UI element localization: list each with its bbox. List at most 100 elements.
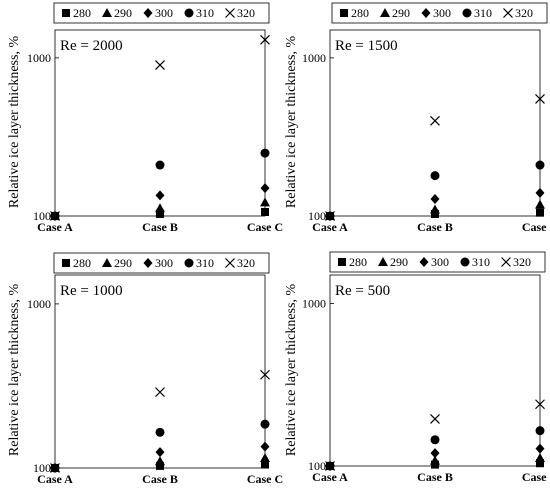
legend-marker-320: [225, 8, 235, 18]
legend-label: 310: [196, 6, 214, 20]
legend-marker-320: [501, 257, 511, 267]
panel-annotation: Re = 500: [335, 283, 390, 299]
plot-area-frame: [329, 29, 541, 217]
legend-marker-290: [380, 8, 390, 17]
data-point-290: [430, 455, 440, 465]
data-point-310: [430, 171, 440, 181]
chart-panel: 100 1000 Case A Case B Case C Relative ice la…: [7, 252, 283, 486]
legend-marker-310: [460, 257, 470, 267]
legend-marker-300: [419, 257, 429, 267]
legend-label: 290: [392, 6, 410, 20]
data-point-300: [260, 441, 270, 452]
legend-label: 300: [433, 6, 451, 20]
legend-marker-320: [225, 258, 235, 268]
data-point-320: [535, 399, 545, 410]
legend-label: 280: [73, 256, 91, 270]
legend-label: 290: [114, 256, 132, 270]
data-point-320: [260, 34, 270, 45]
x-tick-label: Case B: [142, 472, 178, 486]
legend-box: [53, 252, 270, 274]
legend-marker-310: [462, 8, 472, 18]
data-point-310: [535, 160, 545, 170]
legend-label: 280: [351, 6, 369, 20]
data-point-300: [155, 190, 165, 201]
y-axis-label: Relative ice layer thickness, %: [284, 36, 299, 209]
data-point-320: [325, 461, 335, 471]
x-tick-label: Case C: [247, 220, 283, 234]
data-point-290: [155, 456, 165, 466]
x-tick-label: Case B: [417, 470, 453, 484]
data-point-300: [155, 447, 165, 458]
y-tick-label: 1000: [27, 51, 51, 65]
data-point-320: [260, 369, 270, 380]
legend-marker-320: [503, 8, 513, 18]
data-point-290: [535, 453, 545, 463]
x-tick-label: Case A: [37, 472, 73, 486]
legend-label: 320: [237, 256, 255, 270]
data-point-280: [156, 461, 164, 470]
data-point-320: [50, 463, 60, 473]
x-tick-label: Case C: [247, 472, 283, 486]
y-axis-label: Relative ice layer thickness, %: [284, 284, 299, 457]
panel-annotation: Re = 2000: [60, 38, 123, 54]
data-point-310: [430, 435, 440, 445]
legend: 280 290 300 310 320: [331, 2, 548, 24]
data-point-320: [535, 93, 545, 104]
data-point-280: [261, 460, 269, 469]
y-tick-label: 100: [308, 209, 326, 223]
legend: 280 290 300 310 320: [53, 252, 270, 274]
chart-panel: 100 1000 Case A Case B Case C Relative ice la…: [284, 2, 550, 234]
data-point-290: [535, 199, 545, 209]
data-point-280: [536, 459, 544, 468]
data-point-320: [155, 387, 165, 398]
data-point-310: [155, 427, 165, 437]
legend-label: 300: [155, 6, 173, 20]
data-point-290: [260, 453, 270, 463]
y-axis-label: Relative ice layer thickness, %: [7, 284, 22, 457]
x-tick-label: Case B: [417, 220, 453, 234]
y-tick-label: 100: [33, 209, 51, 223]
legend-label: 280: [73, 6, 91, 20]
y-tick-label: 1000: [27, 297, 51, 311]
legend-label: 310: [474, 6, 492, 20]
legend-marker-310: [184, 8, 194, 18]
legend-marker-290: [378, 257, 388, 266]
data-point-310: [260, 148, 270, 158]
x-tick-label: Case C: [522, 470, 550, 484]
data-point-300: [535, 443, 545, 454]
data-point-320: [50, 211, 60, 221]
legend-label: 320: [237, 6, 255, 20]
panel-annotation: Re = 1000: [60, 283, 123, 299]
y-tick-label: 100: [33, 461, 51, 475]
legend-label: 290: [390, 255, 408, 269]
legend-marker-300: [421, 8, 431, 18]
chart-panel: 100 1000 Case A Case B Case C Relative ice la…: [7, 2, 283, 234]
data-point-320: [430, 413, 440, 424]
legend-marker-290: [102, 8, 112, 17]
data-point-290: [260, 197, 270, 207]
data-point-320: [430, 115, 440, 126]
legend-label: 320: [515, 6, 533, 20]
legend-box: [331, 2, 548, 24]
legend-marker-300: [143, 8, 153, 18]
data-point-280: [431, 209, 439, 218]
plot-area-frame: [54, 29, 266, 217]
data-point-320: [155, 60, 165, 71]
data-point-280: [536, 208, 544, 217]
legend-marker-310: [184, 258, 194, 268]
legend-marker-280: [62, 259, 70, 267]
legend-label: 320: [513, 255, 531, 269]
legend: 280 290 300 310 320: [329, 251, 546, 273]
y-tick-label: 1000: [302, 51, 326, 65]
legend-label: 310: [472, 255, 490, 269]
y-tick-label: 1000: [302, 297, 326, 311]
legend-label: 300: [155, 256, 173, 270]
data-point-300: [535, 187, 545, 198]
data-point-310: [260, 419, 270, 429]
y-tick-label: 100: [308, 459, 326, 473]
plot-area-frame: [54, 274, 266, 469]
legend-label: 290: [114, 6, 132, 20]
legend-label: 300: [431, 255, 449, 269]
data-point-300: [260, 183, 270, 194]
